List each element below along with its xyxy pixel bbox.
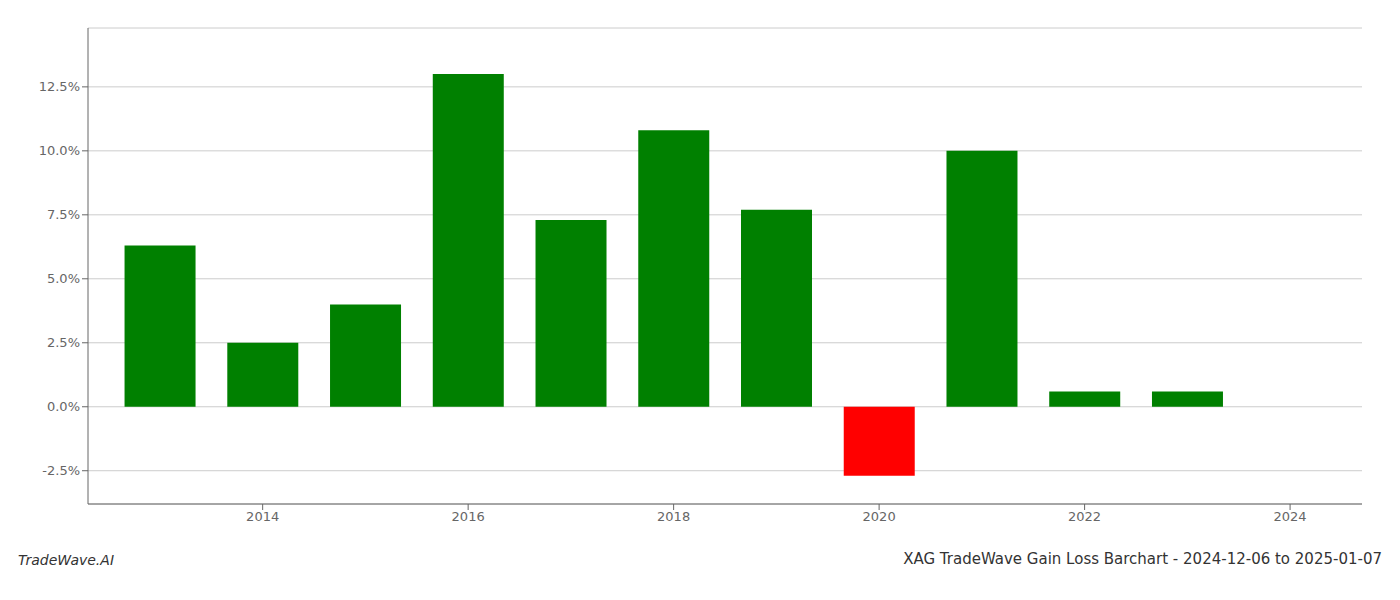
svg-text:5.0%: 5.0%: [47, 271, 80, 286]
svg-text:2.5%: 2.5%: [47, 335, 80, 350]
svg-text:0.0%: 0.0%: [47, 399, 80, 414]
svg-text:7.5%: 7.5%: [47, 207, 80, 222]
svg-text:-2.5%: -2.5%: [42, 463, 80, 478]
html-text:XAG TradeWave Gain Loss Barcha: XAG TradeWave Gain Loss Barchart - 2024-…: [903, 550, 1382, 568]
html-text:TradeWave.AI: TradeWave.AI: [18, 552, 114, 568]
svg-text:12.5%: 12.5%: [39, 79, 80, 94]
svg-text:2014: 2014: [246, 509, 279, 524]
svg-text:2016: 2016: [452, 509, 485, 524]
svg-text:10.0%: 10.0%: [39, 143, 80, 158]
svg-text:2022: 2022: [1068, 509, 1101, 524]
svg-text:2018: 2018: [657, 509, 690, 524]
svg-text:2020: 2020: [863, 509, 896, 524]
svg-text:2024: 2024: [1274, 509, 1307, 524]
